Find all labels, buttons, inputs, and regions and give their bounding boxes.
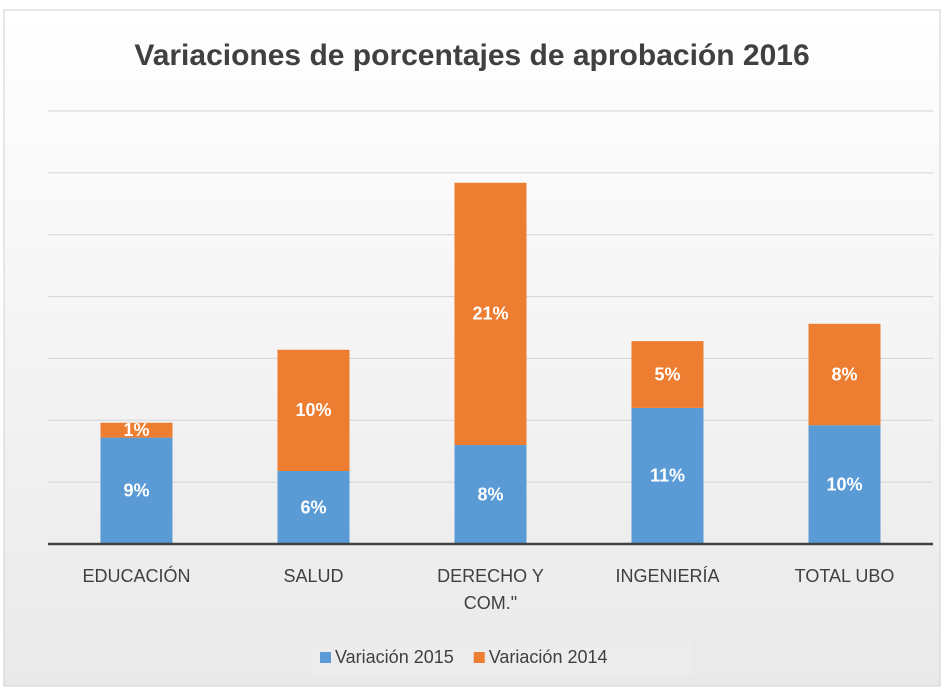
x-tick-label: SALUD [283,566,343,586]
data-label: 5% [654,364,680,384]
bar-segment [277,349,350,472]
bar-segment [631,341,704,408]
chart-title: Variaciones de porcentajes de aprobación… [134,39,809,72]
bar-segment [631,407,704,544]
data-label: 1% [123,420,149,440]
x-tick-label: TOTAL UBO [795,566,895,586]
bar-segment [454,182,527,446]
data-label: 11% [650,466,685,486]
data-label: 10% [826,474,862,494]
bar-segment [454,445,527,544]
bar-segment [100,422,173,438]
data-label: 8% [831,364,857,384]
data-label: 10% [295,400,331,420]
legend-label: Variación 2015 [335,647,454,667]
legend-background [312,641,692,675]
legend-label: Variación 2014 [489,647,608,667]
data-label: 21% [472,304,508,324]
data-label: 6% [300,497,326,517]
legend-swatch [473,652,485,663]
bar-segment [100,437,173,544]
bar-segment [808,323,881,426]
x-tick-label: DERECHO Y COM." [437,566,544,613]
legend-swatch [320,652,331,663]
data-label: 9% [123,481,149,501]
data-label: 8% [477,484,503,504]
bar-segment [808,425,881,544]
x-tick-label: EDUCACIÓN [82,565,190,586]
x-tick-label: INGENIERÍA [615,566,719,586]
bar-segment [277,471,350,544]
